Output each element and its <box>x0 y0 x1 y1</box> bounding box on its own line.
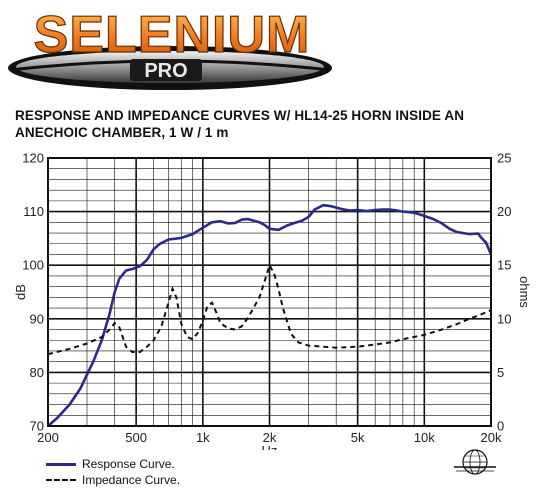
legend-impedance: Impedance Curve. <box>46 473 180 487</box>
legend-impedance-label: Impedance Curve. <box>82 473 181 487</box>
chart-title-line-1: RESPONSE AND IMPEDANCE CURVES W/ HL14-25… <box>15 108 465 123</box>
x-tick-label: 20k <box>481 430 502 445</box>
brand-sub: PRO <box>144 60 187 82</box>
impedance-curve-line <box>48 262 491 356</box>
x-tick-label: 500 <box>125 430 147 445</box>
plot-frame <box>47 157 492 427</box>
legend-response: Response Curve. <box>46 457 175 471</box>
y2-tick-label: 0 <box>497 419 504 434</box>
x-tick-label: 10k <box>414 430 435 445</box>
y2-tick-label: 5 <box>497 365 504 380</box>
x-tick-label: 5k <box>351 430 365 445</box>
x-tick-label: 2k <box>263 430 277 445</box>
y-tick-label: 70 <box>30 419 44 434</box>
selenium-pro-logo: SELENIUM PRO <box>8 5 332 90</box>
y2-tick-label: 25 <box>497 151 511 166</box>
y2-axis-label: ohms <box>517 276 532 308</box>
x-tick-label: 200 <box>37 430 59 445</box>
legend-impedance-swatch <box>46 479 76 481</box>
legend-response-swatch <box>46 462 76 466</box>
y-tick-label: 110 <box>23 204 44 219</box>
response-impedance-chart: 200 500 1k 2k 5k 10k 20k 70 80 90 100 110 120 0 5 10 15 2… <box>13 151 532 451</box>
brand-name: SELENIUM <box>34 6 311 64</box>
response-curve-line <box>48 203 491 426</box>
y2-tick-label: 10 <box>497 311 511 326</box>
tick-labels: 200 500 1k 2k 5k 10k 20k 70 80 90 100 110 120 0 5 10 15 2… <box>22 151 511 446</box>
y-tick-label: 100 <box>22 258 44 273</box>
x-tick-label: 1k <box>196 430 210 445</box>
x-axis-label: Hz <box>262 443 278 450</box>
y2-tick-label: 15 <box>497 258 511 273</box>
legend-response-label: Response Curve. <box>82 457 175 471</box>
y-axis-label: dB <box>13 284 28 300</box>
chart-title-line-2: ANECHOIC CHAMBER, 1 W / 1 m <box>15 125 229 140</box>
series-lines <box>48 203 491 426</box>
y2-tick-label: 20 <box>497 204 511 219</box>
y-tick-label: 80 <box>30 365 44 380</box>
y-tick-label: 120 <box>22 151 44 166</box>
globe-icon <box>454 449 496 475</box>
y-tick-label: 90 <box>30 311 44 326</box>
